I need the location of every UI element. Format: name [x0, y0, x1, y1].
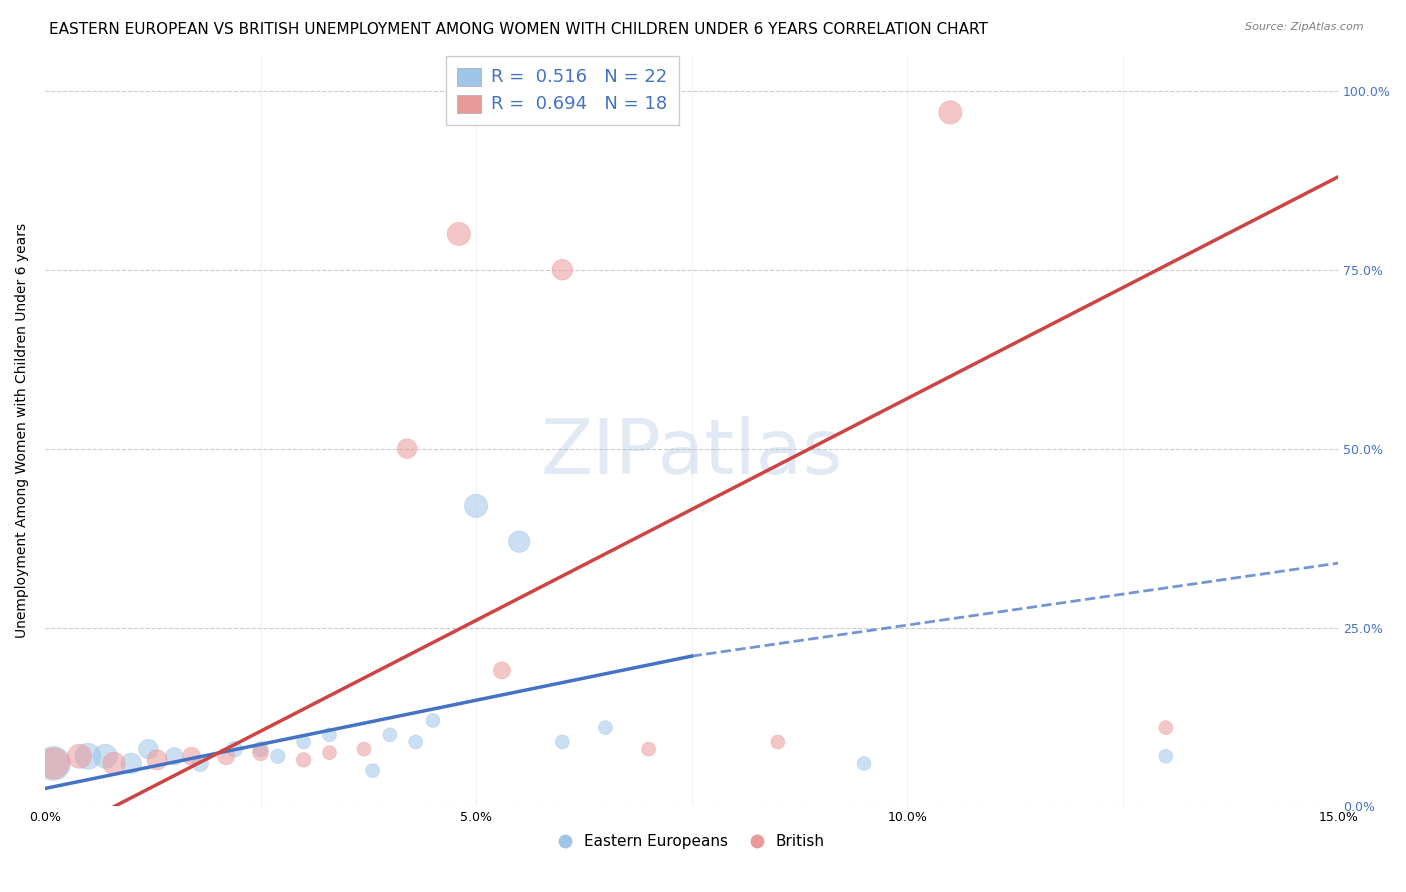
Point — [551, 262, 574, 277]
Point — [447, 227, 470, 241]
Point — [77, 749, 100, 764]
Point — [180, 749, 202, 764]
Point — [491, 664, 513, 678]
Point — [1154, 721, 1177, 735]
Point — [637, 742, 659, 756]
Point — [405, 735, 427, 749]
Point — [766, 735, 789, 749]
Text: ZIPatlas: ZIPatlas — [540, 417, 842, 491]
Point — [292, 735, 315, 749]
Point — [853, 756, 876, 771]
Point — [353, 742, 375, 756]
Point — [163, 749, 186, 764]
Point — [508, 534, 530, 549]
Point — [69, 749, 91, 764]
Point — [595, 721, 617, 735]
Point — [267, 749, 290, 764]
Point — [224, 742, 246, 756]
Point — [318, 746, 340, 760]
Point — [249, 742, 271, 756]
Point — [42, 756, 65, 771]
Point — [188, 756, 211, 771]
Point — [361, 764, 384, 778]
Point — [215, 749, 238, 764]
Point — [396, 442, 419, 456]
Point — [94, 749, 117, 764]
Legend: Eastern Europeans, British: Eastern Europeans, British — [553, 828, 830, 855]
Text: Source: ZipAtlas.com: Source: ZipAtlas.com — [1246, 22, 1364, 32]
Y-axis label: Unemployment Among Women with Children Under 6 years: Unemployment Among Women with Children U… — [15, 223, 30, 639]
Point — [138, 742, 160, 756]
Point — [1154, 749, 1177, 764]
Point — [939, 105, 962, 120]
Point — [103, 756, 125, 771]
Point — [292, 753, 315, 767]
Point — [422, 714, 444, 728]
Point — [318, 728, 340, 742]
Point — [465, 499, 488, 513]
Point — [146, 753, 169, 767]
Point — [551, 735, 574, 749]
Point — [120, 756, 142, 771]
Point — [249, 746, 271, 760]
Point — [378, 728, 401, 742]
Point — [42, 756, 65, 771]
Text: EASTERN EUROPEAN VS BRITISH UNEMPLOYMENT AMONG WOMEN WITH CHILDREN UNDER 6 YEARS: EASTERN EUROPEAN VS BRITISH UNEMPLOYMENT… — [49, 22, 988, 37]
